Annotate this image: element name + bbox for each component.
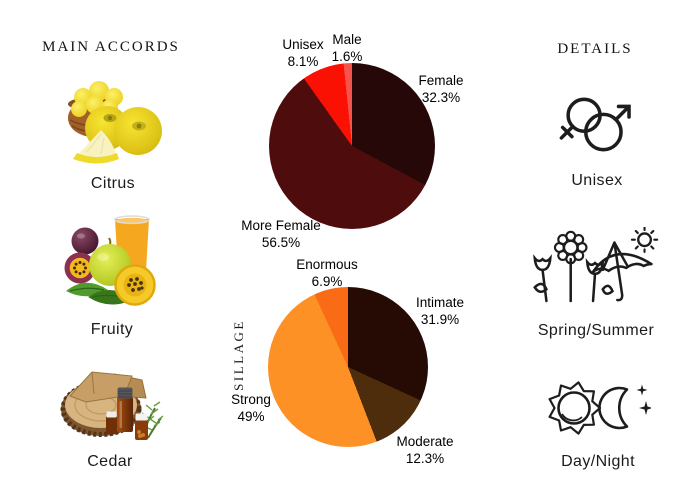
pie-label-unisex: Unisex 8.1% xyxy=(282,37,324,69)
details-title: DETAILS xyxy=(557,41,633,57)
spring-summer-icon xyxy=(533,227,659,303)
accord-label-cedar: Cedar xyxy=(87,453,133,470)
pie-label-strong: Strong 49% xyxy=(231,392,271,424)
detail-label-spring-summer: Spring/Summer xyxy=(537,322,655,339)
gender-pie-chart xyxy=(269,63,435,229)
pie-label-moderate: Moderate 12.3% xyxy=(396,434,454,466)
pie-label-female: Female 32.3% xyxy=(418,73,464,105)
cedar-wood-image xyxy=(60,371,164,440)
detail-label-day-night: Day/Night xyxy=(561,453,635,470)
fruity-passionfruit-image xyxy=(64,215,156,306)
pie-label-more-female: More Female 56.5% xyxy=(241,218,321,250)
day-night-icon xyxy=(548,381,651,435)
pie-label-male: Male 1.6% xyxy=(331,32,363,64)
pie-label-intimate: Intimate 31.9% xyxy=(415,295,465,327)
citrus-fruits-image xyxy=(68,81,162,164)
unisex-gender-icon xyxy=(559,97,631,152)
detail-label-unisex: Unisex xyxy=(571,172,623,189)
accord-label-fruity: Fruity xyxy=(90,321,134,338)
accord-label-citrus: Citrus xyxy=(90,175,136,192)
sillage-axis-label: SILLAGE xyxy=(231,319,246,391)
main-accords-title: MAIN ACCORDS xyxy=(42,39,180,55)
sillage-pie-chart xyxy=(268,287,428,447)
pie-label-enormous: Enormous 6.9% xyxy=(296,257,358,289)
